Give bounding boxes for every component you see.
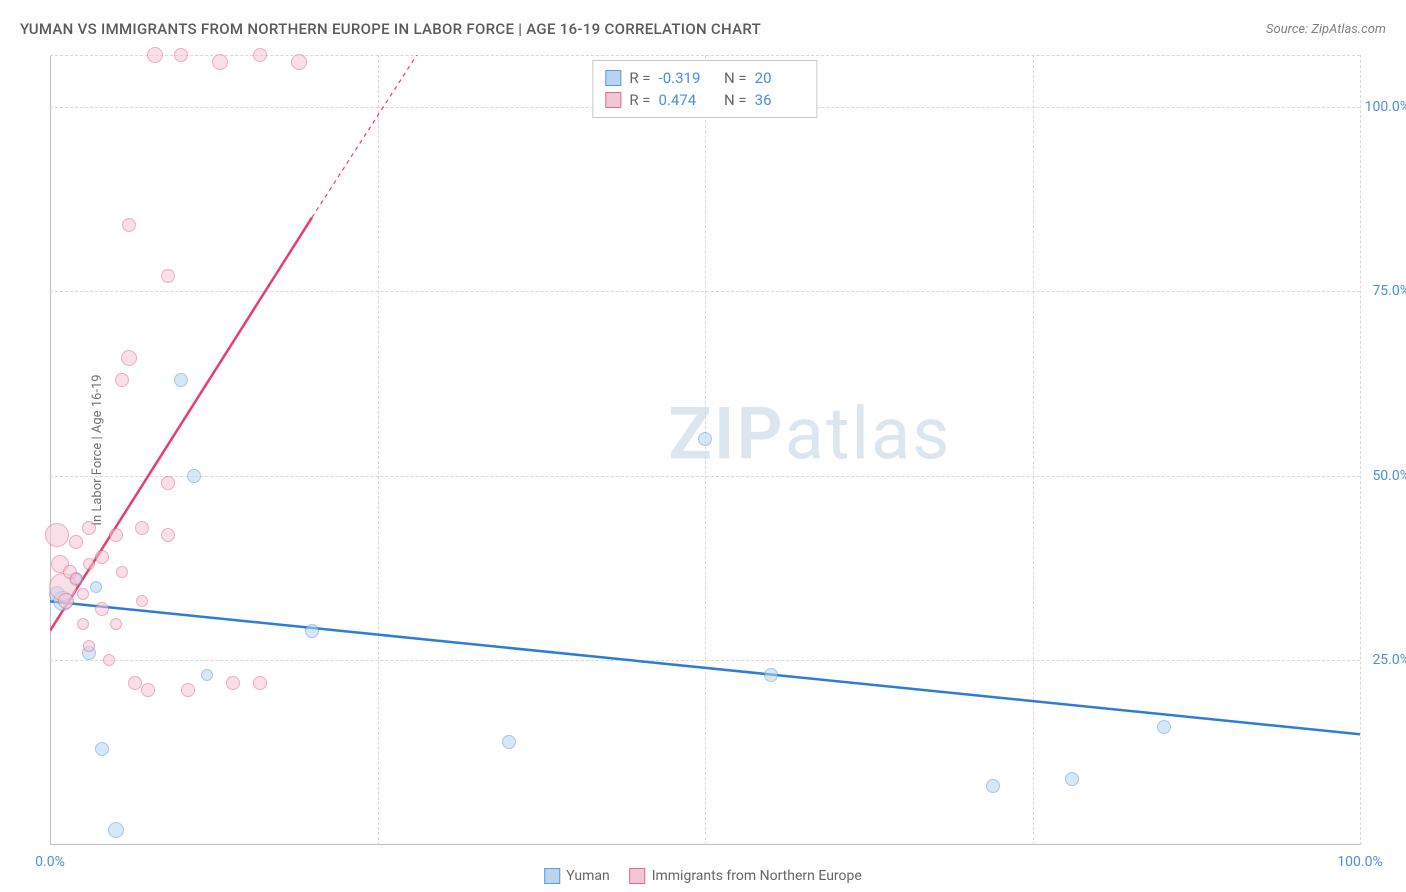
scatter-point xyxy=(502,735,516,749)
stat-r-value: -0.319 xyxy=(659,69,709,87)
scatter-point xyxy=(201,669,213,681)
gridline-vertical xyxy=(378,55,379,845)
scatter-point xyxy=(226,676,240,690)
y-axis-line xyxy=(50,55,51,845)
correlation-stats-box: R = -0.319 N = 20 R = 0.474 N = 36 xyxy=(592,60,817,118)
scatter-point xyxy=(253,676,267,690)
scatter-point xyxy=(174,48,188,62)
chart-area: In Labor Force | Age 16-19 ZIPatlas 25.0… xyxy=(50,55,1360,845)
scatter-point xyxy=(187,469,201,483)
scatter-point xyxy=(764,668,778,682)
stat-r-value: 0.474 xyxy=(659,91,709,109)
y-tick-label: 100.0% xyxy=(1365,99,1406,115)
scatter-point xyxy=(291,54,307,70)
scatter-point xyxy=(141,683,155,697)
scatter-point xyxy=(986,779,1000,793)
scatter-point xyxy=(109,528,123,542)
scatter-point xyxy=(1065,772,1079,786)
scatter-point xyxy=(108,822,124,838)
legend-swatch xyxy=(544,868,560,884)
scatter-point xyxy=(174,373,188,387)
scatter-point xyxy=(77,588,89,600)
scatter-point xyxy=(116,566,128,578)
scatter-point xyxy=(115,373,129,387)
x-tick-label: 0.0% xyxy=(35,854,65,870)
scatter-point xyxy=(83,640,95,652)
scatter-point xyxy=(110,618,122,630)
y-tick-label: 25.0% xyxy=(1372,652,1406,668)
scatter-point xyxy=(83,558,95,570)
stat-n-value: 36 xyxy=(755,91,805,109)
legend-label: Immigrants from Northern Europe xyxy=(652,868,862,884)
scatter-point xyxy=(698,432,712,446)
scatter-point xyxy=(181,683,195,697)
scatter-point xyxy=(82,521,96,535)
trend-line-dashed xyxy=(312,55,417,217)
scatter-point xyxy=(45,523,69,547)
gridline-vertical xyxy=(705,55,706,845)
stat-n-label: N = xyxy=(717,69,747,87)
scatter-point xyxy=(212,54,228,70)
scatter-point xyxy=(122,218,136,232)
legend-swatch xyxy=(605,92,621,108)
scatter-point xyxy=(95,550,109,564)
scatter-point xyxy=(90,581,102,593)
y-tick-label: 50.0% xyxy=(1372,468,1406,484)
scatter-point xyxy=(147,47,163,63)
stats-row: R = -0.319 N = 20 xyxy=(605,67,804,89)
stat-n-label: N = xyxy=(717,91,747,109)
scatter-point xyxy=(161,528,175,542)
y-tick-label: 75.0% xyxy=(1372,283,1406,299)
source-attribution: Source: ZipAtlas.com xyxy=(1266,22,1386,37)
legend-label: Yuman xyxy=(566,868,609,884)
legend-item: Yuman xyxy=(544,868,609,884)
stat-r-label: R = xyxy=(629,69,650,87)
scatter-point xyxy=(136,595,148,607)
scatter-point xyxy=(103,654,115,666)
stats-row: R = 0.474 N = 36 xyxy=(605,89,804,111)
scatter-point xyxy=(77,618,89,630)
x-tick-label: 100.0% xyxy=(1337,854,1382,870)
legend-item: Immigrants from Northern Europe xyxy=(630,868,862,884)
scatter-point xyxy=(95,742,109,756)
scatter-point xyxy=(95,602,109,616)
gridline-vertical xyxy=(1033,55,1034,845)
bottom-legend: Yuman Immigrants from Northern Europe xyxy=(544,868,862,884)
scatter-point xyxy=(1157,720,1171,734)
scatter-point xyxy=(69,535,83,549)
scatter-point xyxy=(305,624,319,638)
watermark-bold: ZIP xyxy=(668,392,784,477)
scatter-plot: ZIPatlas 25.0%50.0%75.0%100.0%0.0%100.0% xyxy=(50,55,1360,845)
scatter-point xyxy=(121,350,137,366)
scatter-point xyxy=(161,269,175,283)
scatter-point xyxy=(70,573,82,585)
stat-r-label: R = xyxy=(629,91,650,109)
scatter-point xyxy=(135,521,149,535)
stat-n-value: 20 xyxy=(755,69,805,87)
scatter-point xyxy=(161,476,175,490)
chart-title: YUMAN VS IMMIGRANTS FROM NORTHERN EUROPE… xyxy=(20,20,761,38)
header: YUMAN VS IMMIGRANTS FROM NORTHERN EUROPE… xyxy=(20,20,1386,38)
gridline-vertical xyxy=(1360,55,1361,845)
watermark-light: atlas xyxy=(785,392,952,477)
legend-swatch xyxy=(630,868,646,884)
scatter-point xyxy=(253,48,267,62)
scatter-point xyxy=(58,593,74,609)
legend-swatch xyxy=(605,70,621,86)
scatter-point xyxy=(128,676,142,690)
